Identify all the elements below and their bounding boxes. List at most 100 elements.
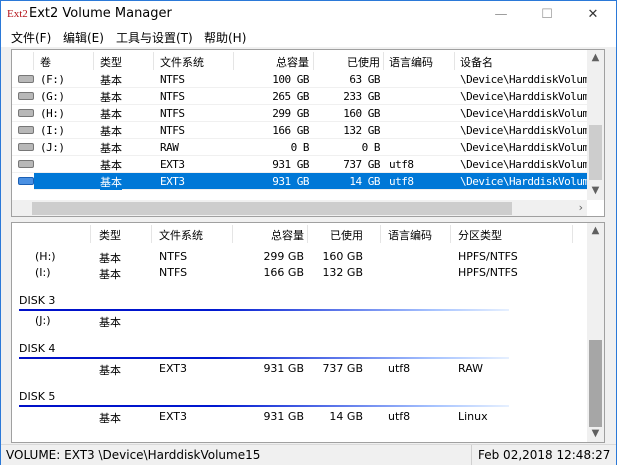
scroll-thumb[interactable] <box>589 125 602 180</box>
window-title: Ext2 Volume Manager <box>29 6 172 21</box>
col-used[interactable]: 已使用 <box>347 56 380 69</box>
scroll-thumb[interactable] <box>589 340 602 427</box>
partition-filesystem: NTFS <box>159 250 188 263</box>
col-used[interactable]: 已使用 <box>330 229 363 242</box>
partition-encoding: utf8 <box>388 410 411 423</box>
volume-used: 233 GB <box>343 90 380 103</box>
volume-row[interactable]: 基本 EXT3 931 GB 14 GB utf8 \Device\Harddi… <box>12 173 589 190</box>
partition-used: 737 GB <box>322 362 363 375</box>
col-filesystem[interactable]: 文件系统 <box>159 229 203 242</box>
partition-row[interactable]: 基本 EXT3 931 GB 14 GB utf8 Linux <box>12 410 587 426</box>
partition-used: 160 GB <box>322 250 363 263</box>
col-partition-type[interactable]: 分区类型 <box>458 229 502 242</box>
scroll-up-icon[interactable]: ▲ <box>591 225 600 236</box>
col-encoding[interactable]: 语言编码 <box>388 229 432 242</box>
volume-type: 基本 <box>100 159 122 172</box>
col-volume[interactable]: 卷 <box>40 56 51 69</box>
volume-type: 基本 <box>100 125 122 138</box>
volume-used: 160 GB <box>343 107 380 120</box>
disk-3-divider <box>19 309 509 311</box>
volume-total: 166 GB <box>272 124 309 137</box>
partition-volume: (H:) <box>35 250 56 263</box>
disk-list-header: 类型 文件系统 总容量 已使用 语言编码 分区类型 <box>12 223 587 244</box>
partition-encoding: utf8 <box>388 362 411 375</box>
hscroll-thumb[interactable] <box>32 202 512 215</box>
app-logo: Ext2 <box>7 8 28 20</box>
volume-device: \Device\HarddiskVolum <box>460 124 589 137</box>
partition-row[interactable]: (I:) 基本 NTFS 166 GB 132 GB HPFS/NTFS <box>12 266 587 282</box>
volume-filesystem: NTFS <box>160 90 185 103</box>
volume-type: 基本 <box>100 142 122 155</box>
col-encoding[interactable]: 语言编码 <box>389 56 433 69</box>
partition-filesystem: EXT3 <box>159 410 188 423</box>
volume-list-header: 卷 类型 文件系统 总容量 已使用 语言编码 设备名 <box>12 50 587 71</box>
volume-row[interactable]: (G:) 基本 NTFS 265 GB 233 GB \Device\Hardd… <box>12 88 589 105</box>
partition-type-basic: 基本 <box>99 412 121 425</box>
volume-letter: (G:) <box>40 90 65 103</box>
volume-used: 132 GB <box>343 124 380 137</box>
partition-row[interactable]: (H:) 基本 NTFS 299 GB 160 GB HPFS/NTFS <box>12 250 587 266</box>
hard-drive-icon <box>18 109 34 117</box>
volume-type: 基本 <box>100 74 122 87</box>
volume-total: 0 B <box>290 141 310 154</box>
volume-letter: (H:) <box>40 107 65 120</box>
partition-type-basic: 基本 <box>99 364 121 377</box>
col-type[interactable]: 类型 <box>100 56 122 69</box>
col-filesystem[interactable]: 文件系统 <box>160 56 204 69</box>
volume-device: \Device\HarddiskVolum <box>460 158 589 171</box>
volume-type: 基本 <box>100 91 122 104</box>
partition-row[interactable]: 基本 EXT3 931 GB 737 GB utf8 RAW <box>12 362 587 378</box>
disk-list: 类型 文件系统 总容量 已使用 语言编码 分区类型 (H:) 基本 NTFS 2… <box>11 222 605 443</box>
col-total[interactable]: 总容量 <box>271 229 304 242</box>
volume-row[interactable]: (F:) 基本 NTFS 100 GB 63 GB \Device\Harddi… <box>12 71 589 88</box>
volume-total: 931 GB <box>272 158 309 171</box>
scroll-up-icon[interactable]: ▲ <box>591 52 600 63</box>
volume-list-vscrollbar[interactable]: ▲ ▼ <box>587 50 604 200</box>
partition-type-basic: 基本 <box>99 316 121 329</box>
volume-total: 100 GB <box>272 73 309 86</box>
volume-total: 931 GB <box>272 175 309 188</box>
menu-file[interactable]: 文件(F) <box>11 31 52 45</box>
volume-encoding: utf8 <box>389 175 414 188</box>
volume-used: 14 GB <box>349 175 380 188</box>
disk-list-vscrollbar[interactable]: ▲ ▼ <box>587 223 604 442</box>
volume-list-hscrollbar[interactable]: › <box>12 200 587 216</box>
partition-row[interactable]: (J:) 基本 <box>12 314 587 330</box>
hard-drive-icon <box>18 75 34 83</box>
minimize-button[interactable]: — <box>494 7 508 22</box>
volume-row[interactable]: (I:) 基本 NTFS 166 GB 132 GB \Device\Hardd… <box>12 122 589 139</box>
volume-letter: (F:) <box>40 73 65 86</box>
partition-total: 931 GB <box>263 410 304 423</box>
scroll-down-icon[interactable]: ▼ <box>591 185 600 196</box>
col-device[interactable]: 设备名 <box>460 56 493 69</box>
volume-list: 卷 类型 文件系统 总容量 已使用 语言编码 设备名 (F:) 基本 NTFS … <box>11 49 605 217</box>
disk-3-label: DISK 3 <box>19 294 56 307</box>
hard-drive-icon <box>18 160 34 168</box>
menu-edit[interactable]: 编辑(E) <box>63 31 104 45</box>
volume-letter: (J:) <box>40 141 65 154</box>
volume-device: \Device\HarddiskVolum <box>460 175 589 188</box>
partition-kind: HPFS/NTFS <box>458 250 518 263</box>
disk-4-divider <box>19 357 509 359</box>
disk-5-divider <box>19 405 509 407</box>
scroll-right-icon[interactable]: › <box>578 201 583 214</box>
usb-drive-icon <box>18 143 34 151</box>
maximize-button[interactable]: ☐ <box>541 7 553 22</box>
volume-row[interactable]: (H:) 基本 NTFS 299 GB 160 GB \Device\Hardd… <box>12 105 589 122</box>
close-button[interactable]: ✕ <box>587 7 599 22</box>
partition-filesystem: EXT3 <box>159 362 188 375</box>
partition-type-basic: 基本 <box>99 252 121 265</box>
menu-tools[interactable]: 工具与设置(T) <box>116 31 193 45</box>
menu-help[interactable]: 帮助(H) <box>204 31 247 45</box>
volume-device: \Device\HarddiskVolum <box>460 73 589 86</box>
scroll-down-icon[interactable]: ▼ <box>591 428 600 439</box>
volume-filesystem: RAW <box>160 141 179 154</box>
partition-volume: (J:) <box>35 314 51 327</box>
col-type[interactable]: 类型 <box>99 229 121 242</box>
volume-row[interactable]: 基本 EXT3 931 GB 737 GB utf8 \Device\Hardd… <box>12 156 589 173</box>
volume-row[interactable]: (J:) 基本 RAW 0 B 0 B \Device\HarddiskVolu… <box>12 139 589 156</box>
title-bar: Ext2 Ext2 Volume Manager — ☐ ✕ <box>1 1 616 28</box>
col-total[interactable]: 总容量 <box>276 56 309 69</box>
status-datetime: Feb 02,2018 12:48:27 <box>478 448 611 462</box>
menu-bar: 文件(F) 编辑(E) 工具与设置(T) 帮助(H) <box>1 28 616 47</box>
